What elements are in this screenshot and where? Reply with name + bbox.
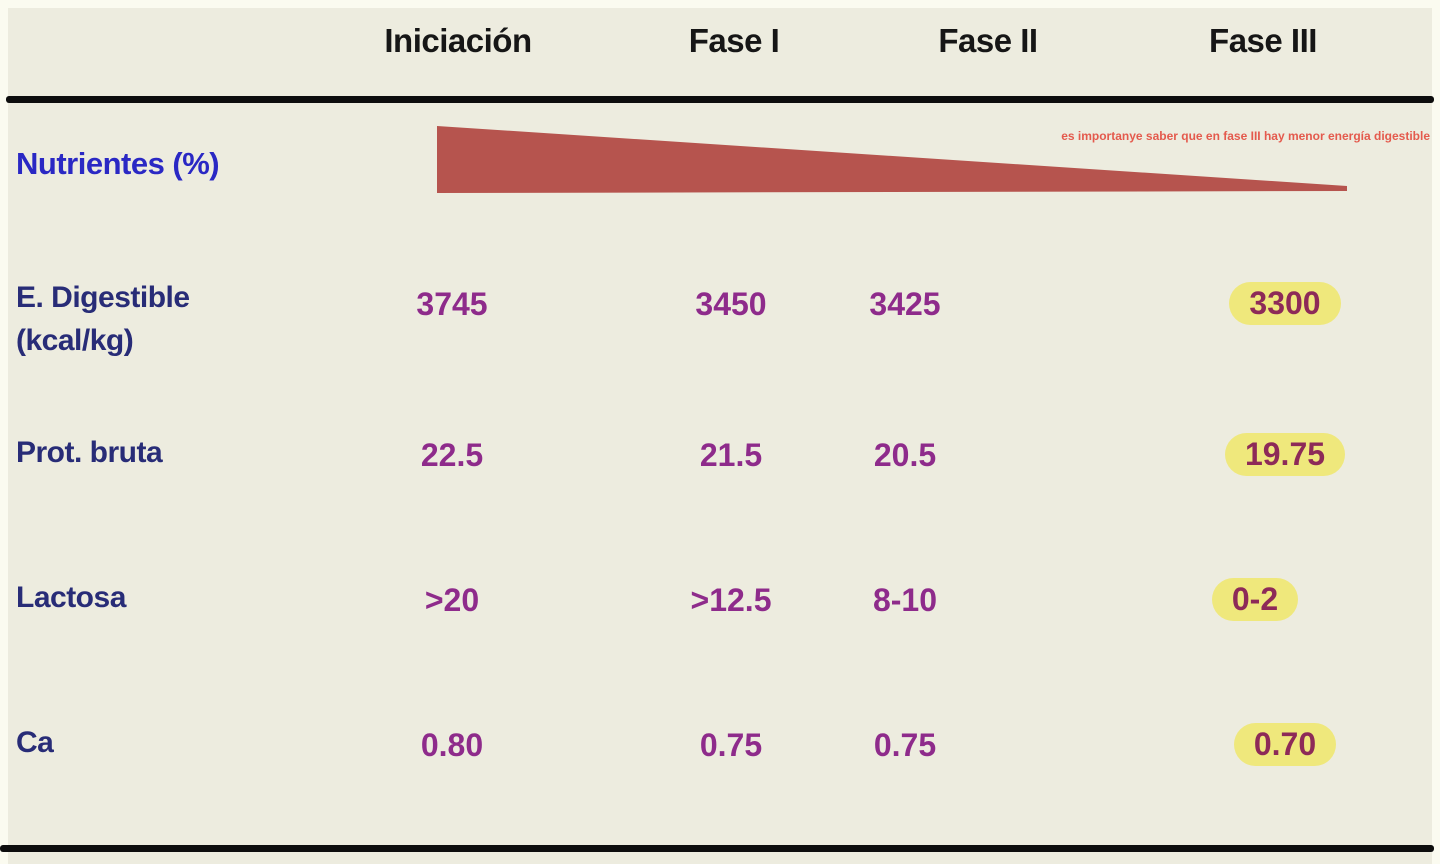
bottom-divider-line bbox=[0, 845, 1434, 852]
row-label-ca: Ca bbox=[16, 726, 54, 759]
row-label-prot-bruta: Prot. bruta bbox=[16, 436, 163, 469]
row-label-lactosa: Lactosa bbox=[16, 581, 126, 614]
column-header-fase-1: Fase I bbox=[688, 22, 780, 59]
highlight-pill: 19.75 bbox=[1224, 433, 1346, 476]
value-e-digestible-fase-2: 3425 bbox=[869, 286, 941, 322]
section-label-nutrientes: Nutrientes (%) bbox=[16, 146, 220, 181]
value-prot-bruta-iniciacion: 22.5 bbox=[420, 437, 484, 473]
highlight-pill: 3300 bbox=[1229, 282, 1341, 325]
value-prot-bruta-fase-3: 19.75 bbox=[1165, 433, 1405, 476]
value-prot-bruta-fase-1: 21.5 bbox=[699, 437, 763, 473]
value-ca-iniciacion: 0.80 bbox=[420, 727, 484, 763]
top-divider-line bbox=[6, 96, 1434, 103]
row-label-e-digestible: E. Digestible (kcal/kg) bbox=[16, 281, 190, 357]
value-ca-fase-2: 0.75 bbox=[873, 727, 937, 763]
value-e-digestible-fase-1: 3450 bbox=[695, 286, 767, 322]
value-e-digestible-iniciacion: 3745 bbox=[416, 286, 488, 322]
column-header-iniciacion: Iniciación bbox=[384, 22, 532, 59]
value-lactosa-iniciacion: >20 bbox=[424, 582, 480, 618]
value-prot-bruta-fase-2: 20.5 bbox=[873, 437, 937, 473]
highlight-pill: 0.70 bbox=[1233, 723, 1337, 766]
column-header-fase-2: Fase II bbox=[938, 22, 1038, 59]
column-header-fase-3: Fase III bbox=[1209, 22, 1317, 59]
value-ca-fase-1: 0.75 bbox=[699, 727, 763, 763]
value-e-digestible-fase-3: 3300 bbox=[1165, 282, 1405, 325]
annotation-note: es importanye saber que en fase III hay … bbox=[1061, 129, 1430, 143]
value-ca-fase-3: 0.70 bbox=[1165, 723, 1405, 766]
highlight-pill: 0-2 bbox=[1211, 578, 1299, 621]
value-lactosa-fase-1: >12.5 bbox=[690, 582, 772, 618]
value-lactosa-fase-3: 0-2 bbox=[1135, 578, 1375, 621]
value-lactosa-fase-2: 8-10 bbox=[872, 582, 938, 618]
